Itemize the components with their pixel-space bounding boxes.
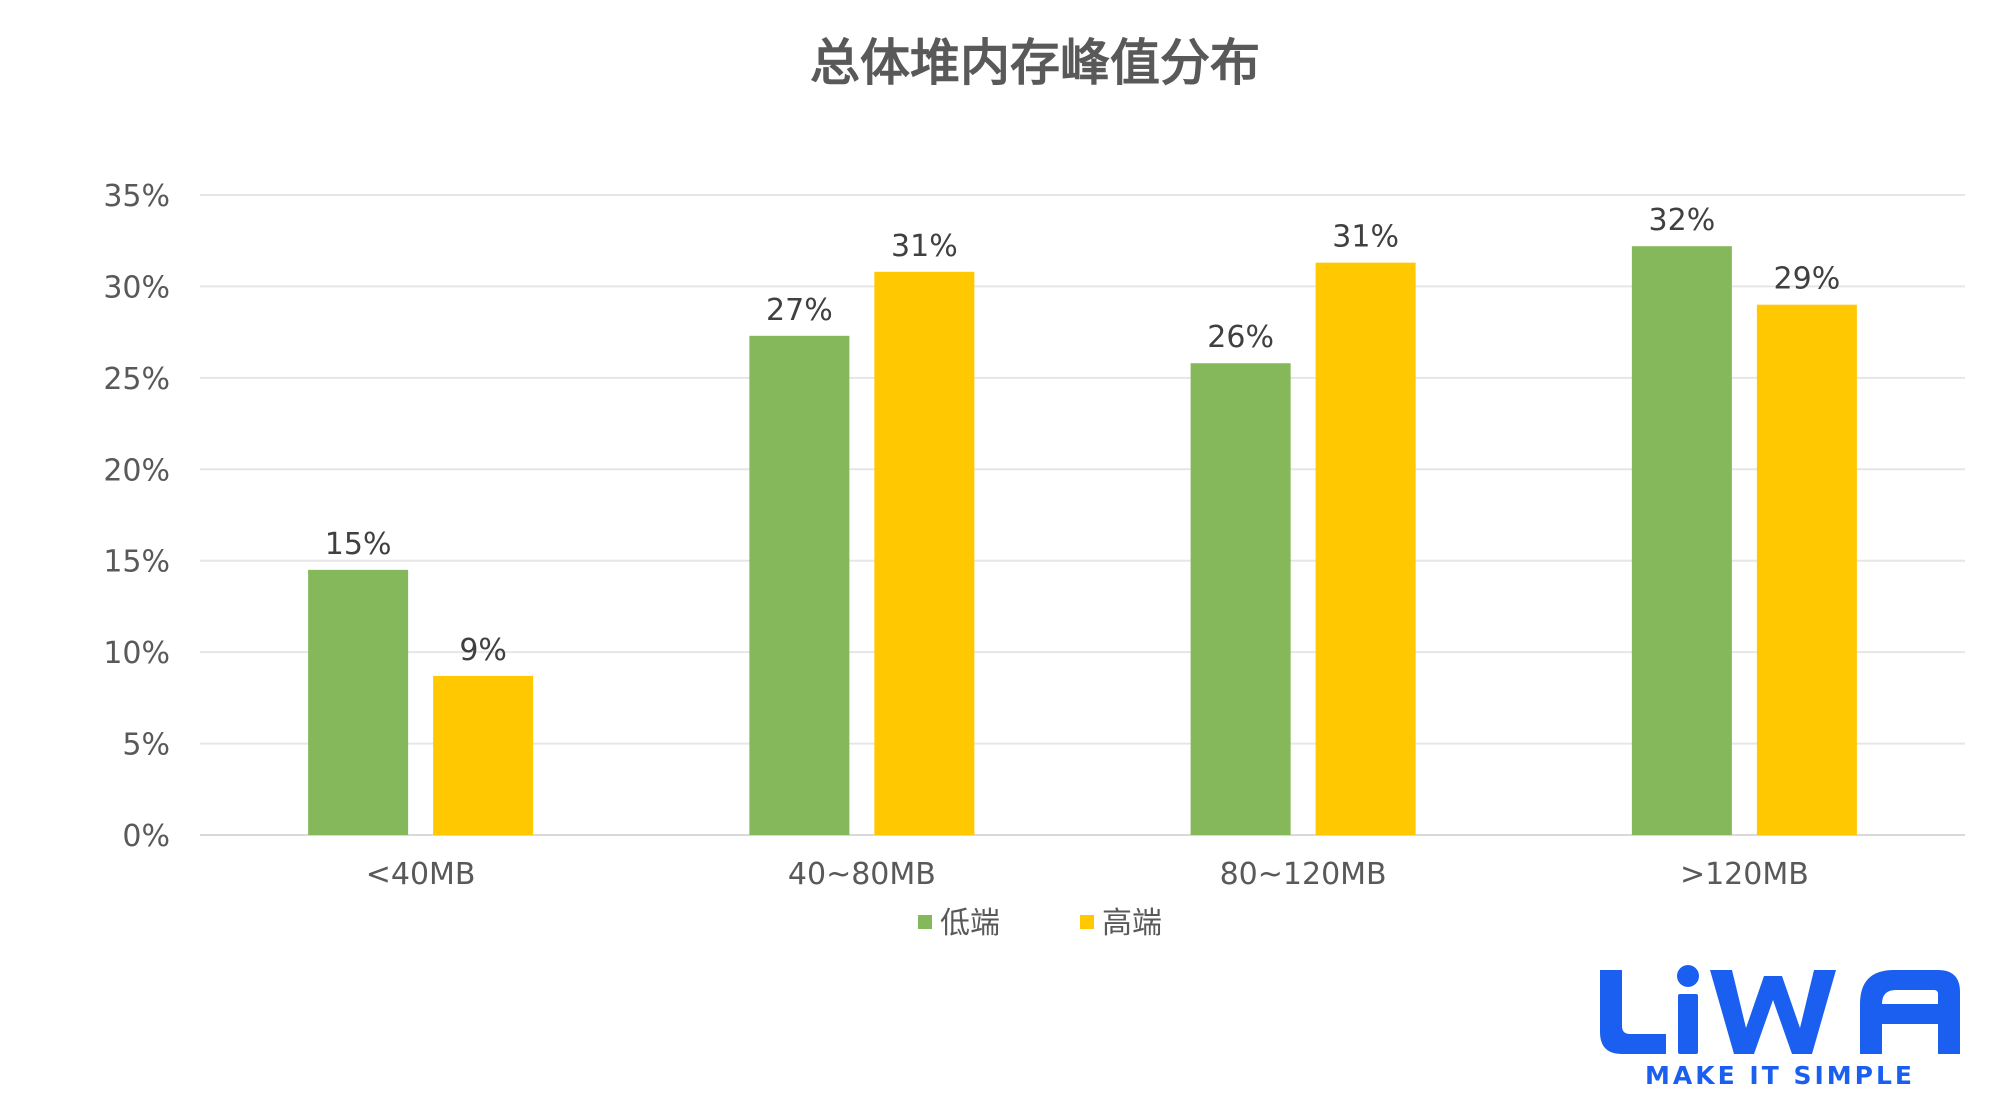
category-label: 80~120MB [1220,857,1387,892]
y-tick-label: 0% [122,819,170,854]
category-label: <40MB [366,857,476,892]
x-axis-categories: <40MB 40~80MB 80~120MB >120MB [366,857,1809,892]
chart-title: 总体堆内存峰值分布 [810,34,1260,92]
brand-logo: MAKE IT SIMPLE [1600,965,1960,1090]
y-tick-label: 15% [103,545,170,580]
data-label: 31% [1332,220,1399,255]
legend-label: 低端 [940,906,1000,941]
bar-low-0 [308,569,409,835]
bar-low-1 [749,335,850,835]
y-tick-label: 30% [103,270,170,305]
bar-high-2 [1315,262,1416,836]
bar-low-2 [1190,363,1291,835]
y-tick-label: 10% [103,636,170,671]
y-tick-label: 25% [103,362,170,397]
bar-high-1 [874,271,975,835]
category-label: 40~80MB [788,857,936,892]
data-label: 29% [1774,262,1841,297]
y-tick-label: 35% [103,179,170,214]
data-labels: 15% 9% 27% 31% 26% 31% 32% 29% [325,203,1840,668]
bar-high-0 [433,675,534,835]
legend-swatch [918,915,932,929]
legend-label: 高端 [1102,906,1162,941]
data-label: 15% [325,527,392,562]
legend: 低端 高端 [918,906,1162,941]
data-label: 27% [766,293,833,328]
bar-high-3 [1756,304,1857,835]
category-label: >120MB [1680,857,1809,892]
data-label: 9% [459,633,507,668]
data-label: 32% [1649,203,1716,238]
logo-tagline: MAKE IT SIMPLE [1645,1061,1915,1090]
bar-low-3 [1631,246,1732,835]
wordmark-graphic [1600,965,1960,1054]
y-axis-ticks: 0% 5% 10% 15% 20% 25% 30% 35% [103,179,170,854]
data-label: 26% [1207,320,1274,355]
bars [308,246,1857,836]
y-tick-label: 20% [103,453,170,488]
data-label: 31% [891,229,958,264]
y-tick-label: 5% [122,728,170,763]
legend-swatch [1080,915,1094,929]
